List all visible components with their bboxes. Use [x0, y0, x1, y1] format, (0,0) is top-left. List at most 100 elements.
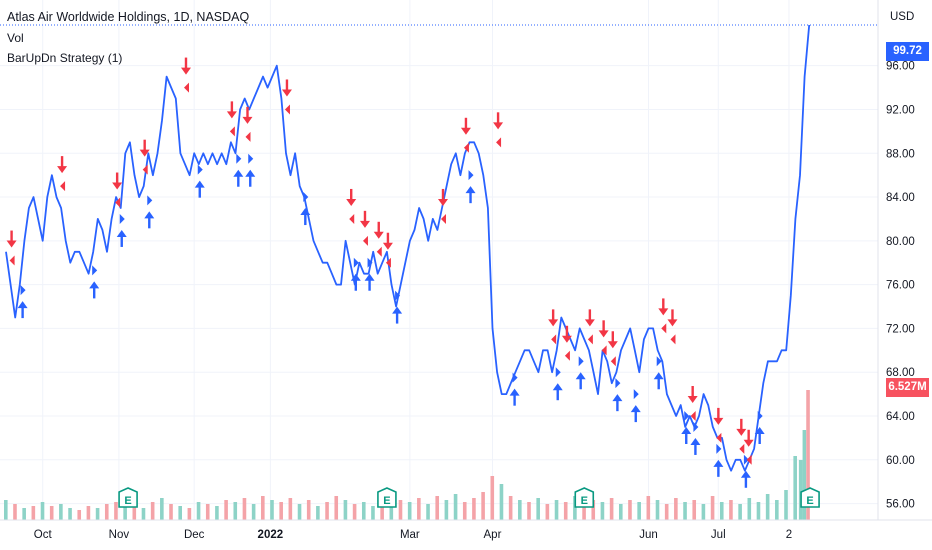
volume-bar [132, 506, 137, 520]
volume-bar [306, 500, 311, 520]
volume-bar [270, 500, 274, 520]
volume-bar [674, 498, 678, 520]
volume-bar [407, 502, 412, 520]
exit-triangle [610, 356, 616, 367]
y-tick-label: 56.00 [886, 499, 915, 511]
long-arrow-head [612, 394, 623, 402]
volume-bar [187, 508, 192, 520]
volume-bar [775, 500, 779, 520]
entry-triangle [395, 290, 401, 301]
x-tick-label: Mar [400, 529, 420, 541]
volume-bars [4, 390, 810, 520]
y-tick-label: 80.00 [886, 236, 915, 248]
volume-legend[interactable]: Vol [7, 31, 24, 45]
last-price-badge: 99.72 [886, 42, 929, 61]
volume-bar [710, 496, 715, 520]
volume-bar [316, 506, 320, 520]
symbol-title[interactable]: Atlas Air Worldwide Holdings, 1D, NASDAQ [7, 10, 250, 24]
volume-bar [545, 504, 550, 520]
strategy-legend[interactable]: BarUpDn Strategy (1) [7, 51, 123, 65]
long-arrow-head [681, 427, 692, 434]
y-tick-label: 92.00 [886, 104, 915, 116]
volume-bar [692, 500, 697, 520]
exit-triangle [739, 443, 745, 454]
short-arrow-head [6, 240, 17, 248]
short-arrow-head [281, 89, 292, 97]
volume-bar [95, 508, 100, 520]
volume-bar [798, 460, 803, 520]
short-arrow-head [598, 330, 609, 338]
volume-bar [756, 502, 761, 520]
y-tick-label: 88.00 [886, 148, 915, 160]
entry-triangle [743, 454, 749, 465]
volume-bar [141, 508, 146, 520]
exit-triangle [551, 334, 557, 345]
entry-triangle [248, 153, 254, 164]
volume-bar [343, 500, 348, 520]
short-arrow-head [57, 166, 68, 174]
short-arrow-head [359, 220, 370, 228]
short-arrow-head [382, 242, 393, 250]
entry-triangle [693, 421, 699, 432]
short-arrow-head [460, 127, 471, 135]
volume-bar [334, 496, 339, 520]
price-axis[interactable]: 56.00 60.00 64.00 68.00 72.00 76.00 80.00 84.00… [886, 61, 915, 511]
volume-bar [49, 506, 54, 520]
x-tick-label: Dec [184, 529, 205, 541]
exit-triangle [9, 255, 15, 266]
exit-triangle [229, 126, 235, 137]
short-arrow-head [139, 149, 150, 157]
volume-bar [224, 500, 228, 520]
y-tick-label: 60.00 [886, 455, 915, 467]
entry-triangle [197, 164, 203, 175]
currency-label: USD [890, 11, 914, 23]
volume-bar [13, 504, 17, 520]
volume-bar [655, 500, 660, 520]
short-arrow-head [548, 319, 559, 327]
entry-triangle [236, 153, 242, 164]
y-tick-label: 72.00 [886, 323, 915, 335]
volume-bar [527, 502, 531, 520]
volume-bar [683, 502, 687, 520]
time-axis[interactable]: Oct Nov Dec 2022 Mar Apr Jun Jul 2 [34, 529, 792, 541]
volume-bar [806, 390, 810, 520]
volume-bar [233, 502, 238, 520]
long-arrow-head [144, 211, 155, 219]
entry-triangle [512, 372, 518, 383]
volume-bar [77, 510, 82, 520]
long-arrow-head [245, 169, 256, 177]
exit-triangle [587, 334, 593, 345]
x-tick-label: Apr [484, 529, 502, 541]
exit-triangle [564, 350, 570, 361]
exit-triangle [284, 104, 290, 115]
long-arrow-head [116, 229, 127, 237]
volume-bar [40, 502, 45, 520]
volume-bar [178, 506, 182, 520]
volume-bar [251, 504, 256, 520]
volume-bar [472, 498, 476, 520]
volume-bar [536, 498, 540, 520]
volume-bar [160, 498, 164, 520]
short-arrow-head [226, 111, 237, 119]
volume-bar [554, 500, 559, 520]
volume-bar [490, 476, 495, 520]
volume-bar [508, 496, 513, 520]
exit-triangle [441, 213, 446, 224]
entry-triangle [716, 443, 722, 454]
strategy-signals [6, 57, 765, 488]
entry-triangle [757, 411, 763, 421]
volume-bar [784, 490, 788, 520]
volume-bar [628, 500, 632, 520]
entry-triangle [20, 285, 26, 296]
volume-bar [664, 504, 669, 520]
volume-bar [22, 508, 26, 520]
exit-triangle [746, 454, 752, 465]
volume-bar [719, 502, 724, 520]
volume-bar [462, 502, 467, 520]
volume-bar [609, 498, 614, 520]
volume-bar [31, 506, 36, 520]
volume-bar [573, 496, 577, 520]
exit-triangle [349, 213, 355, 224]
